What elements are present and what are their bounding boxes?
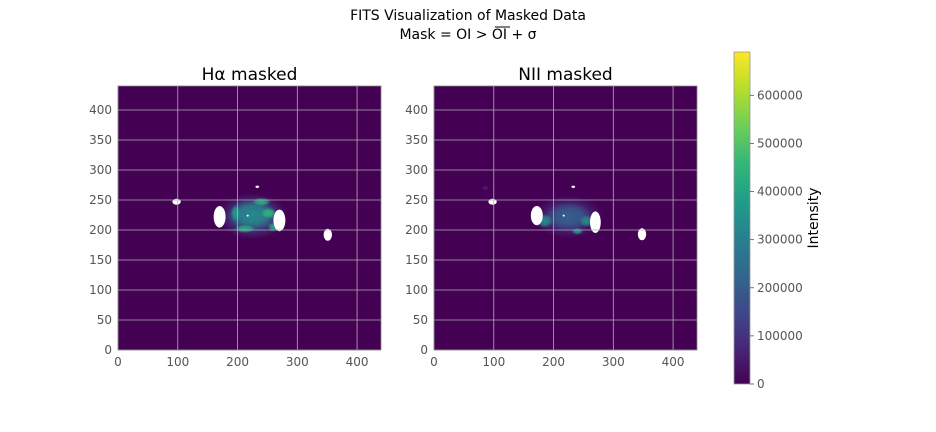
y-tick-label: 400 xyxy=(89,103,112,117)
axes-frame xyxy=(117,85,382,351)
masked-region xyxy=(323,228,332,241)
figure-suptitle-line2: Mask = OI > OI + σ xyxy=(399,27,536,43)
y-tick-label: 350 xyxy=(405,133,428,147)
y-tick-label: 100 xyxy=(405,283,428,297)
y-tick-label: 50 xyxy=(413,313,428,327)
masked-region xyxy=(213,206,226,228)
x-tick-label: 400 xyxy=(346,355,369,369)
colorbar-tick-label: 200000 xyxy=(757,281,803,295)
masked-region xyxy=(273,209,286,232)
y-tick-label: 0 xyxy=(104,343,112,357)
y-tick-label: 200 xyxy=(405,223,428,237)
masked-region xyxy=(590,211,601,233)
y-tick-label: 300 xyxy=(405,163,428,177)
colorbar-tick-label: 500000 xyxy=(757,136,803,150)
masked-region xyxy=(562,214,565,217)
colorbar-gradient xyxy=(733,51,751,385)
colorbar-tick-label: 0 xyxy=(757,377,765,391)
emission-blob xyxy=(251,197,272,206)
panels: Hα masked 0 100 200 300 400 0 50 100 150 200 250 300… xyxy=(89,65,698,369)
emission-blob xyxy=(230,204,241,222)
axes-frame xyxy=(433,85,698,351)
masked-region xyxy=(530,206,543,226)
x-tick-label: 300 xyxy=(602,355,625,369)
emission-blob xyxy=(481,185,489,191)
y-tick-label: 200 xyxy=(89,223,112,237)
masked-region xyxy=(637,228,647,241)
y-tick-label: 0 xyxy=(420,343,428,357)
y-tick-label: 250 xyxy=(89,193,112,207)
y-tick-label: 350 xyxy=(89,133,112,147)
emission-blob xyxy=(227,199,278,231)
colorbar-tick-label: 600000 xyxy=(757,88,803,102)
y-tick-label: 150 xyxy=(405,253,428,267)
y-tick-label: 400 xyxy=(405,103,428,117)
emission-blob xyxy=(260,207,277,219)
emission-blob xyxy=(579,215,594,227)
masked-region xyxy=(255,185,260,188)
panel-title: NII masked xyxy=(518,65,612,85)
masked-region xyxy=(571,185,576,188)
colorbar-tick-label: 400000 xyxy=(757,185,803,199)
x-tick-label: 100 xyxy=(482,355,505,369)
colorbar-label: Intensity xyxy=(806,188,822,249)
emission-blob xyxy=(233,224,256,233)
x-tick-label: 200 xyxy=(226,355,249,369)
x-tick-label: 300 xyxy=(286,355,309,369)
colorbar-tick-label: 100000 xyxy=(757,329,803,343)
x-tick-label: 100 xyxy=(166,355,189,369)
y-tick-label: 50 xyxy=(97,313,112,327)
panel-1: Hα masked 0 100 200 300 400 0 50 100 150 200 250 300… xyxy=(89,65,382,369)
masked-region xyxy=(246,214,249,217)
x-tick-label: 200 xyxy=(542,355,565,369)
panel-title: Hα masked xyxy=(202,65,298,85)
x-tick-label: 400 xyxy=(662,355,685,369)
y-tick-label: 300 xyxy=(89,163,112,177)
emission-blob xyxy=(571,227,584,235)
panel-2: NII masked 0 100 200 300 400 0 50 100 150 200 250 30… xyxy=(405,65,698,369)
x-tick-label: 0 xyxy=(430,355,438,369)
y-tick-label: 100 xyxy=(89,283,112,297)
x-tick-label: 0 xyxy=(114,355,122,369)
y-tick-label: 250 xyxy=(405,193,428,207)
colorbar-tick-label: 300000 xyxy=(757,233,803,247)
colorbar: 0 100000 200000 300000 400000 500000 600000 Int… xyxy=(733,51,822,391)
y-tick-label: 150 xyxy=(89,253,112,267)
figure-suptitle-line1: FITS Visualization of Masked Data xyxy=(350,8,586,24)
